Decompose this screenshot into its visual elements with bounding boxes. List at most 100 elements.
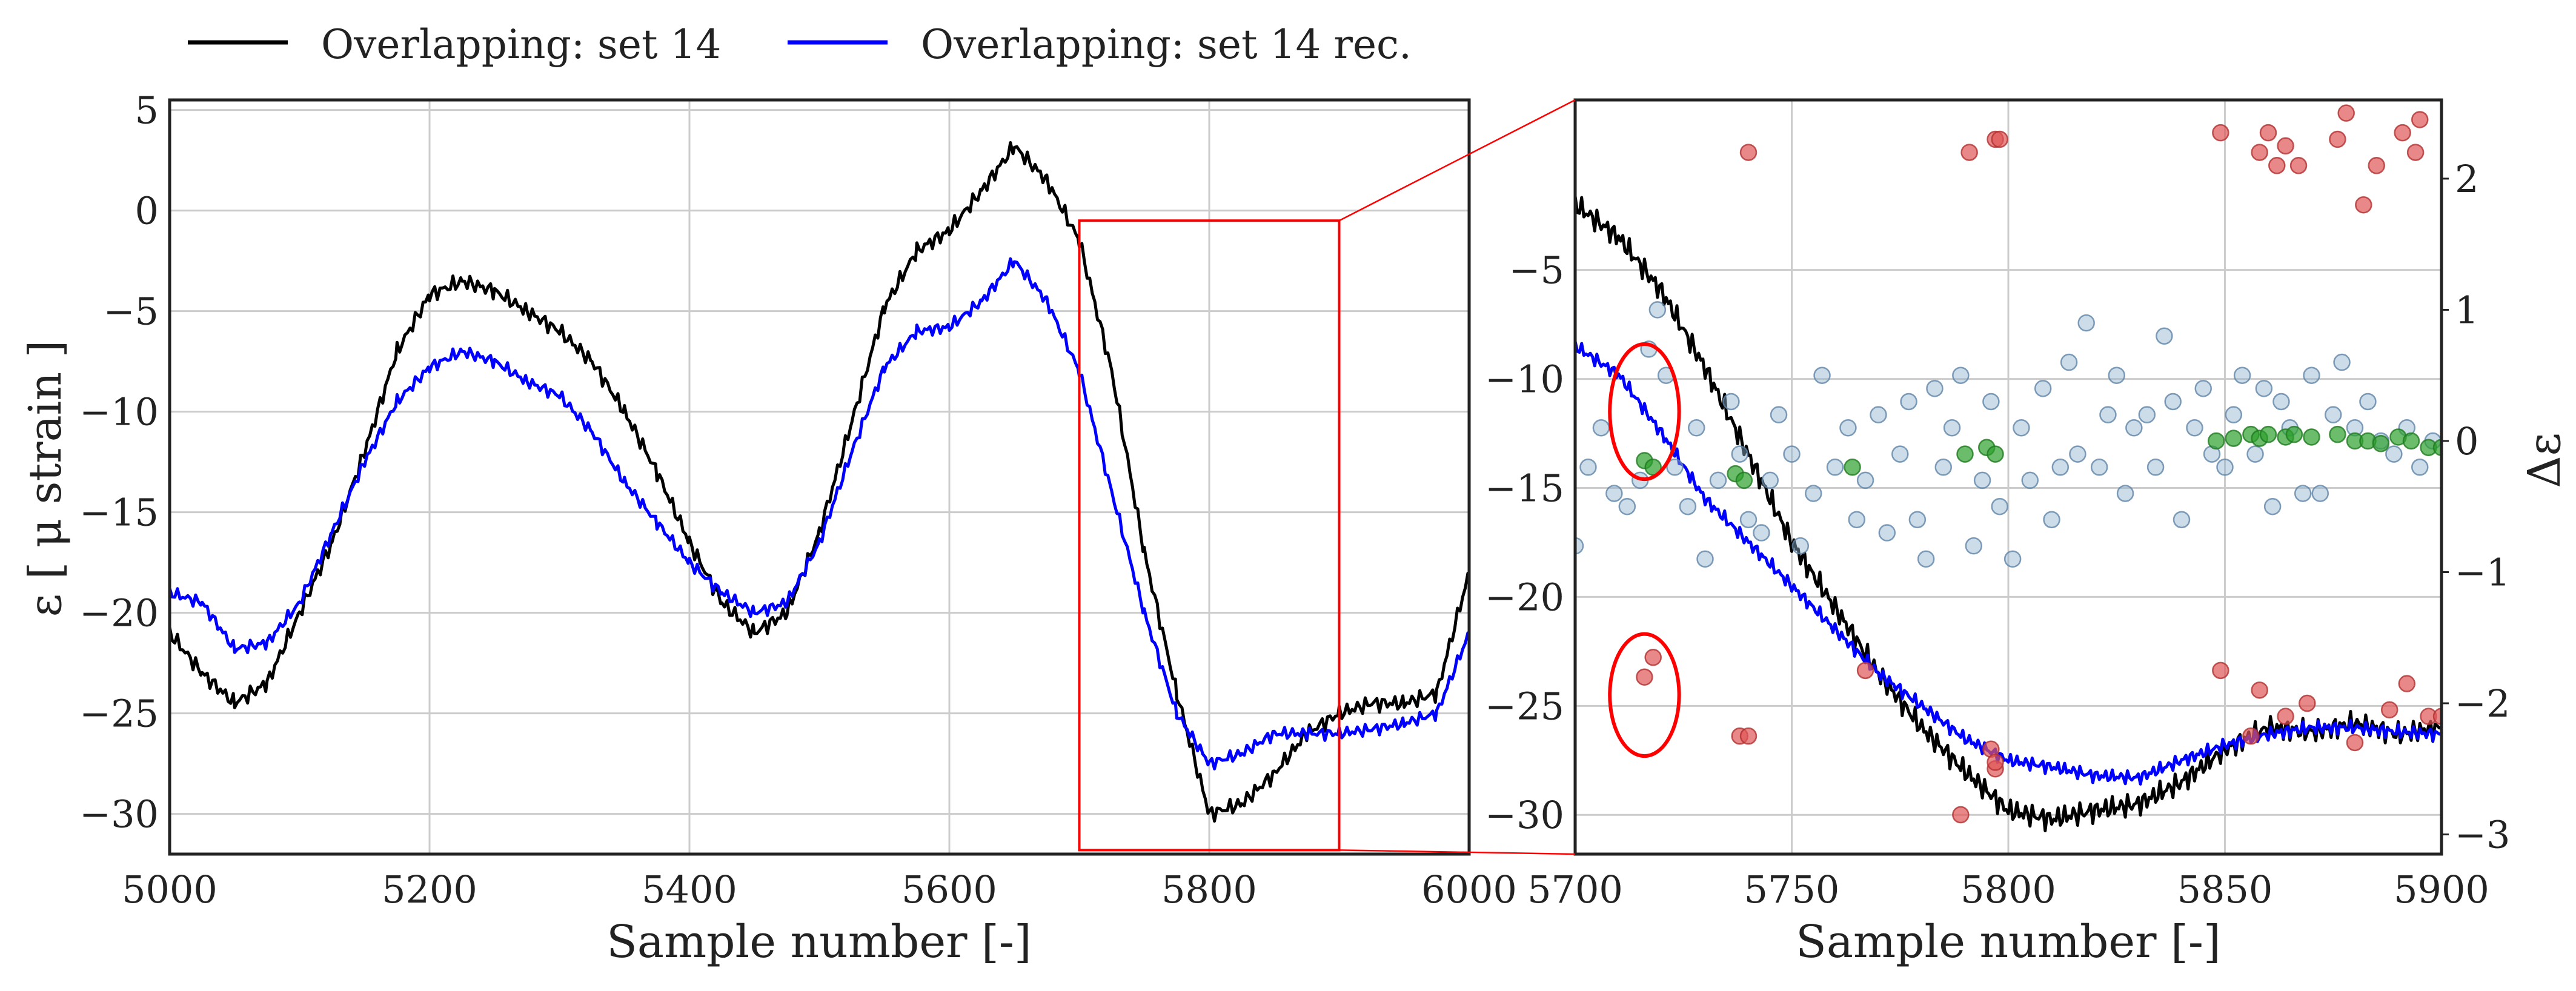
right-x-tick-label: 5700 bbox=[1527, 867, 1623, 912]
scatter-point bbox=[2207, 432, 2225, 450]
left-series-line bbox=[170, 257, 1469, 771]
scatter-point bbox=[2411, 459, 2429, 476]
scatter-point bbox=[1891, 445, 1909, 463]
scatter-point bbox=[1856, 661, 1874, 680]
scatter-point bbox=[2090, 459, 2108, 476]
scatter-point bbox=[2372, 435, 2390, 452]
right-y-tick-label: −15 bbox=[1485, 466, 1564, 510]
scatter-point bbox=[2251, 681, 2268, 699]
scatter-point bbox=[1965, 537, 1983, 555]
right-y-tick-label: −30 bbox=[1485, 793, 1564, 837]
right-plot-frame bbox=[1573, 98, 2443, 856]
scatter-point bbox=[2272, 393, 2290, 411]
scatter-point bbox=[2268, 157, 2286, 174]
scatter-point bbox=[1579, 459, 1597, 476]
right-y-tick-label: −25 bbox=[1485, 684, 1564, 728]
left-y-tick-label: −30 bbox=[79, 792, 159, 837]
left-chart: 5000 5200 5400 5600 5800 6000 5 0 −5 −10 −15 −20 −2… bbox=[19, 88, 1517, 968]
scatter-point bbox=[2003, 550, 2022, 568]
scatter-point bbox=[1636, 668, 1653, 686]
scatter-point bbox=[1783, 445, 1801, 463]
scatter-point bbox=[2285, 425, 2303, 443]
scatter-point bbox=[2380, 701, 2398, 719]
scatter-point bbox=[2212, 124, 2229, 142]
left-y-tick-label: 0 bbox=[135, 189, 159, 233]
scatter-point bbox=[2432, 708, 2442, 725]
right-y2-tick-label: −3 bbox=[2455, 813, 2510, 857]
scatter-point bbox=[1739, 144, 1758, 161]
scatter-point bbox=[2259, 124, 2277, 142]
scatter-point bbox=[1731, 445, 1748, 463]
right-y-tick-label: −20 bbox=[1485, 575, 1564, 619]
left-series-line bbox=[170, 141, 1469, 823]
scatter-point bbox=[2303, 366, 2320, 384]
scatter-point bbox=[1739, 511, 1758, 529]
zoom-connector-top bbox=[1338, 99, 1576, 222]
scatter-point bbox=[1770, 406, 1788, 423]
left-x-tick-label: 5800 bbox=[1161, 867, 1257, 912]
left-y-tick-label: 5 bbox=[135, 88, 159, 133]
scatter-point bbox=[2277, 137, 2294, 155]
scatter-point bbox=[1592, 419, 1610, 437]
left-plot-frame bbox=[168, 98, 1471, 856]
scatter-point bbox=[2359, 393, 2377, 411]
scatter-point bbox=[1761, 471, 1779, 489]
scatter-point bbox=[2212, 661, 2229, 680]
left-y-tick-label: −25 bbox=[79, 692, 159, 736]
left-x-axis-label: Sample number [-] bbox=[606, 916, 1032, 968]
scatter-point bbox=[1900, 393, 1917, 411]
scatter-point bbox=[1973, 471, 1991, 489]
scatter-point bbox=[2246, 445, 2264, 463]
scatter-point bbox=[1575, 537, 1584, 555]
scatter-point bbox=[2398, 675, 2416, 692]
scatter-point bbox=[1739, 727, 1758, 745]
scatter-point bbox=[2325, 406, 2342, 423]
scatter-point bbox=[1618, 497, 1636, 515]
left-y-tick-label: −10 bbox=[79, 390, 159, 434]
right-y2-tick-label: 2 bbox=[2455, 157, 2478, 201]
right-y2-tick-label: −1 bbox=[2455, 550, 2510, 594]
scatter-point bbox=[2125, 419, 2143, 437]
left-y-tick-label: −5 bbox=[104, 290, 159, 334]
right-x-axis-label: Sample number [-] bbox=[1796, 916, 2221, 968]
scatter-point bbox=[2225, 406, 2243, 423]
left-x-tick-label: 5600 bbox=[901, 867, 997, 912]
scatter-point bbox=[1826, 459, 1844, 476]
scatter-point bbox=[1987, 754, 2004, 771]
scatter-point bbox=[1952, 366, 1970, 384]
right-y2-tick-label: 1 bbox=[2455, 288, 2478, 332]
scatter-point bbox=[1987, 445, 2004, 463]
scatter-point bbox=[1753, 524, 1770, 542]
left-x-tick-label: 5000 bbox=[122, 867, 217, 912]
scatter-point bbox=[1844, 459, 1861, 476]
scatter-point bbox=[2411, 111, 2429, 128]
left-y-tick-label: −15 bbox=[79, 491, 159, 535]
scatter-point bbox=[2051, 459, 2070, 476]
right-x-tick-label: 5800 bbox=[1960, 867, 2056, 912]
scatter-point bbox=[1870, 406, 1887, 423]
scatter-point bbox=[1960, 144, 1978, 161]
scatter-point bbox=[2406, 144, 2425, 161]
left-x-tick-label: 5200 bbox=[382, 867, 477, 912]
scatter-point bbox=[1991, 497, 2008, 515]
right-y2-axis-label: Δε bbox=[2518, 433, 2571, 488]
scatter-point bbox=[1839, 419, 1857, 437]
scatter-point bbox=[2069, 445, 2086, 463]
scatter-point bbox=[1644, 648, 1662, 666]
scatter-point bbox=[2263, 497, 2282, 515]
scatter-point bbox=[2013, 419, 2030, 437]
scatter-point bbox=[2432, 439, 2442, 457]
right-y2-tick-label: −2 bbox=[2455, 681, 2510, 726]
scatter-point bbox=[2194, 380, 2212, 397]
scatter-point bbox=[2116, 485, 2134, 502]
scatter-point bbox=[2402, 432, 2420, 450]
scatter-point bbox=[2255, 380, 2273, 397]
scatter-point bbox=[1926, 380, 1944, 397]
right-x-tick-label: 5900 bbox=[2394, 867, 2489, 912]
scatter-point bbox=[2242, 727, 2260, 745]
scatter-point bbox=[1648, 301, 1667, 319]
scatter-point bbox=[2259, 425, 2277, 443]
right-y2-tick-label: 0 bbox=[2455, 419, 2478, 463]
right-series-line bbox=[1575, 340, 2442, 786]
